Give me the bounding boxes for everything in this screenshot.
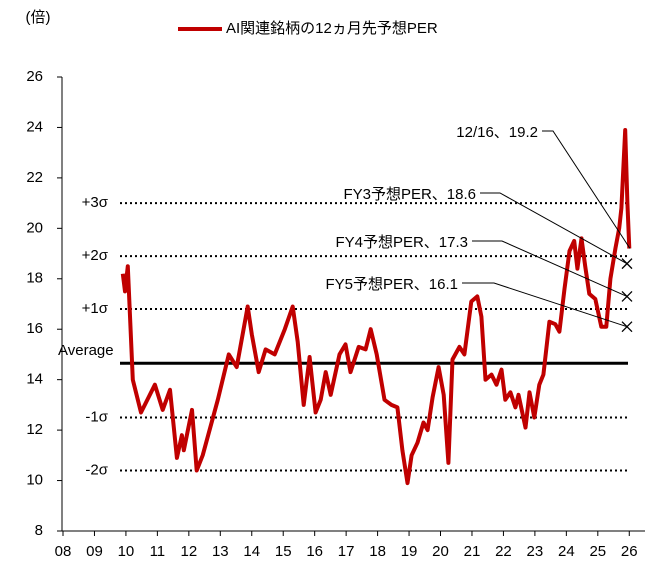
annotation-leader — [472, 240, 628, 297]
forecast-marker — [621, 290, 633, 302]
y-tick-label: 24 — [26, 118, 43, 135]
x-tick-label: 22 — [495, 543, 512, 560]
y-tick-label: 20 — [26, 219, 43, 236]
x-tick-label: 09 — [86, 543, 103, 560]
x-tick-label: 25 — [589, 543, 606, 560]
x-tick-label: 24 — [558, 543, 575, 560]
x-tick-label: 10 — [118, 543, 135, 560]
x-tick-label: 20 — [432, 543, 449, 560]
x-tick-label: 21 — [464, 543, 481, 560]
legend-label: AI関連銘柄の12ヵ月先予想PER — [226, 20, 438, 37]
y-tick-label: 26 — [26, 68, 43, 85]
x-tick-label: 12 — [180, 543, 197, 560]
annotation-leader — [462, 282, 628, 328]
x-tick-label: 11 — [150, 543, 166, 560]
y-tick-label: 8 — [35, 522, 43, 539]
reference-label: +3σ — [82, 194, 109, 211]
reference-label: -1σ — [85, 408, 108, 425]
reference-label: +1σ — [82, 300, 109, 317]
forecast-marker — [621, 258, 633, 270]
y-tick-label: 12 — [26, 421, 43, 438]
annotation-label: FY4予想PER、17.3 — [335, 234, 468, 251]
x-tick-label: 26 — [621, 543, 638, 560]
x-tick-label: 23 — [527, 543, 544, 560]
y-tick-label: 22 — [26, 169, 43, 186]
x-tick-label: 17 — [338, 543, 355, 560]
annotation-leader — [542, 130, 631, 249]
reference-label: -2σ — [85, 461, 108, 478]
x-tick-label: 14 — [243, 543, 260, 560]
x-tick-label: 19 — [401, 543, 418, 560]
y-axis-label: (倍) — [26, 9, 51, 26]
series-line — [120, 128, 632, 486]
x-tick-label: 08 — [55, 543, 72, 560]
y-tick-label: 16 — [26, 320, 43, 337]
x-tick-label: 13 — [212, 543, 229, 560]
annotation-leader — [480, 192, 628, 265]
x-tick-label: 15 — [275, 543, 292, 560]
annotation-label: 12/16、19.2 — [456, 124, 538, 141]
x-tick-label: 18 — [369, 543, 386, 560]
reference-label: Average — [58, 342, 114, 359]
reference-label: +2σ — [82, 247, 109, 264]
annotation-label: FY5予想PER、16.1 — [325, 276, 458, 293]
y-tick-label: 10 — [26, 472, 43, 489]
y-tick-label: 14 — [26, 371, 43, 388]
annotation-label: FY3予想PER、18.6 — [343, 186, 476, 203]
y-tick-label: 18 — [26, 270, 43, 287]
x-tick-label: 16 — [306, 543, 323, 560]
forecast-marker — [621, 321, 633, 333]
